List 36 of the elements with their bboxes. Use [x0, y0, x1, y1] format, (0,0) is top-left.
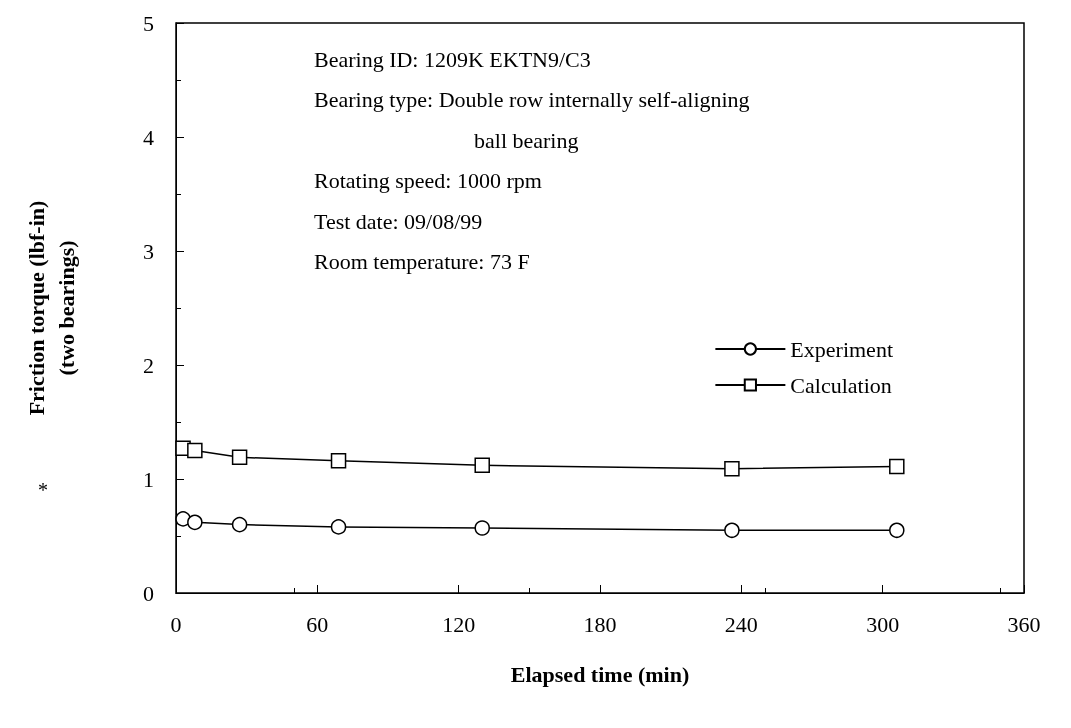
annotation: Bearing ID: 1209K EKTN9/C3: [314, 46, 591, 72]
legend-label: Experiment: [790, 336, 894, 362]
point: [474, 457, 490, 474]
point: [889, 522, 905, 539]
legend-label: Calculation: [790, 372, 892, 398]
y-tick-label: 5: [143, 10, 154, 36]
text: *: [38, 479, 48, 501]
point: [231, 516, 248, 533]
point: [187, 442, 203, 459]
point: [231, 449, 248, 466]
annotation: Bearing type: Double row internally self-aligning: [314, 87, 750, 112]
y-tick-label: 1: [143, 466, 154, 492]
x-tick-label: 60: [306, 611, 329, 637]
point: [330, 519, 347, 535]
point: [724, 522, 740, 539]
point: [330, 453, 347, 469]
point: [187, 514, 203, 531]
annotation: Room temperature: 73 F: [314, 249, 530, 274]
point: [474, 520, 490, 536]
x-tick-label: 240: [724, 611, 758, 637]
y-tick-label: 2: [143, 352, 154, 378]
x-tick-label: 360: [1007, 611, 1041, 637]
x-tick-label: 180: [583, 611, 617, 637]
x-tick-label: 300: [866, 611, 900, 637]
y-axis-title: Friction torque (lbf-in) (two bearings): [23, 200, 79, 416]
y-tick-label: 4: [143, 124, 154, 150]
annotation: ball bearing: [474, 127, 579, 153]
x-tick-label: 0: [170, 611, 182, 637]
y-tick-label: 3: [143, 238, 154, 264]
y-tick-label: 0: [143, 580, 154, 606]
point: [889, 458, 905, 475]
point: [724, 460, 740, 477]
x-axis-title: Elapsed time (min): [510, 661, 690, 687]
annotation: Rotating speed: 1000 rpm: [314, 168, 542, 193]
x-tick-label: 120: [442, 611, 476, 637]
annotation: Test date: 09/08/99: [314, 208, 483, 234]
